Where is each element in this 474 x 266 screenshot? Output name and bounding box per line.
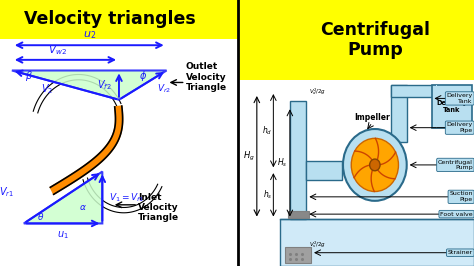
Text: $V_d^2/2g$: $V_d^2/2g$	[309, 86, 326, 97]
FancyBboxPatch shape	[392, 85, 436, 97]
Polygon shape	[12, 70, 166, 100]
Text: $h_d$: $h_d$	[262, 124, 272, 137]
FancyBboxPatch shape	[306, 161, 342, 180]
FancyBboxPatch shape	[0, 39, 238, 266]
FancyBboxPatch shape	[288, 211, 309, 218]
Text: Suction
Pipe: Suction Pipe	[449, 192, 473, 202]
Text: Centrifugal
Pump: Centrifugal Pump	[438, 160, 473, 170]
Text: Centrifugal
Pump: Centrifugal Pump	[320, 21, 430, 59]
Text: $u_2$: $u_2$	[82, 30, 96, 41]
Text: $\alpha$: $\alpha$	[79, 203, 87, 212]
Text: Outlet
Velocity
Triangle: Outlet Velocity Triangle	[186, 62, 227, 92]
FancyBboxPatch shape	[238, 80, 474, 266]
FancyBboxPatch shape	[436, 85, 437, 128]
Text: $V_s^2/2g$: $V_s^2/2g$	[309, 239, 326, 250]
FancyBboxPatch shape	[281, 219, 474, 266]
Text: $H_g$: $H_g$	[243, 150, 255, 163]
Text: Impeller: Impeller	[355, 113, 391, 122]
Text: $V_{w2}$: $V_{w2}$	[48, 43, 66, 57]
Text: Strainer: Strainer	[448, 250, 473, 255]
Text: $\theta$: $\theta$	[37, 211, 44, 222]
Text: $u_1$: $u_1$	[57, 229, 69, 241]
Circle shape	[351, 138, 399, 192]
Text: Velocity triangles: Velocity triangles	[24, 10, 195, 28]
Text: $V_1 = V_{f1}$: $V_1 = V_{f1}$	[109, 191, 145, 204]
Text: $\beta$: $\beta$	[25, 69, 33, 83]
FancyBboxPatch shape	[431, 85, 472, 128]
Text: $V_{r1}$: $V_{r1}$	[0, 185, 14, 199]
Text: Delivery
Pipe: Delivery Pipe	[447, 122, 473, 133]
Text: Delivery
Tank: Delivery Tank	[436, 100, 467, 113]
FancyBboxPatch shape	[0, 0, 238, 39]
Text: Foot valve: Foot valve	[440, 212, 473, 217]
FancyBboxPatch shape	[238, 0, 474, 80]
Text: $h_s$: $h_s$	[263, 189, 272, 201]
Text: $\phi$: $\phi$	[139, 69, 147, 83]
Text: $V_{r2}$: $V_{r2}$	[157, 83, 171, 95]
FancyBboxPatch shape	[290, 101, 306, 219]
Text: $V_2$: $V_2$	[42, 82, 54, 96]
Text: Inlet
Velocity
Triangle: Inlet Velocity Triangle	[138, 193, 179, 222]
Polygon shape	[50, 106, 123, 194]
Polygon shape	[24, 172, 102, 223]
Circle shape	[343, 129, 407, 201]
Text: $H_s$: $H_s$	[277, 157, 288, 169]
Text: $V_{f2}$: $V_{f2}$	[97, 78, 112, 92]
FancyBboxPatch shape	[392, 85, 407, 142]
FancyBboxPatch shape	[285, 247, 311, 263]
Circle shape	[370, 159, 380, 171]
Text: Delivery
Tank: Delivery Tank	[447, 93, 473, 104]
